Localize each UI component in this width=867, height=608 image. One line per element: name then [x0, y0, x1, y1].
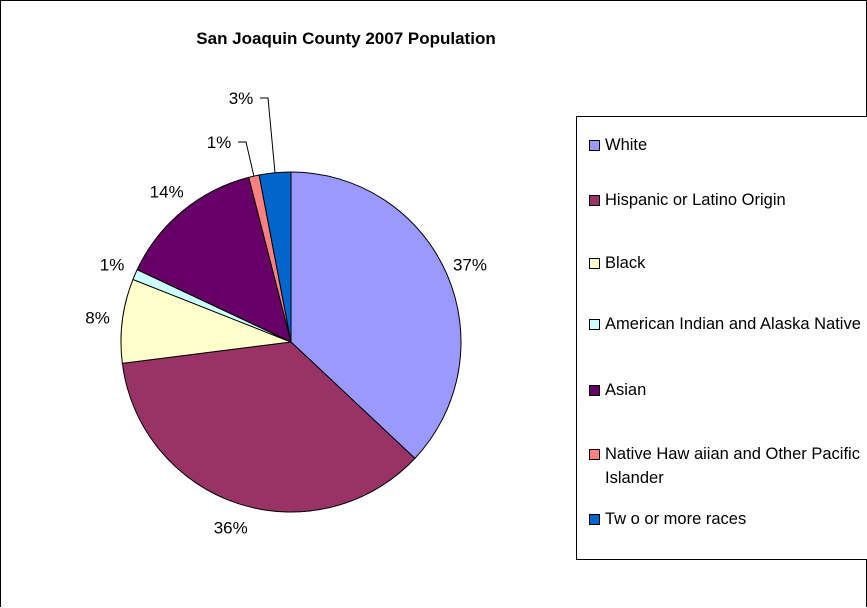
legend-item-white: White — [589, 133, 867, 157]
leader-line — [238, 141, 255, 177]
data-label: 8% — [85, 309, 110, 328]
legend-item-native-hawaiian: Native Haw aiian and Other Pacific Islan… — [589, 442, 867, 490]
data-label: 1% — [207, 133, 232, 152]
chart-title: San Joaquin County 2007 Population — [196, 29, 496, 48]
legend-swatch-native-hawaiian — [589, 449, 600, 460]
data-label: 37% — [453, 256, 487, 275]
legend-item-two-or-more: Tw o or more races — [589, 507, 867, 531]
data-label: 1% — [100, 256, 125, 275]
pie-slice — [290, 171, 462, 460]
legend-label: Native Haw aiian and Other Pacific Islan… — [605, 445, 860, 487]
pie-slice — [136, 176, 292, 343]
legend-label: American Indian and Alaska Native — [605, 315, 861, 333]
legend-label: White — [605, 136, 648, 154]
data-label: 3% — [229, 89, 254, 108]
legend-swatch-american-indian — [589, 319, 600, 330]
legend-item-asian: Asian — [589, 378, 867, 402]
pie-slice — [121, 341, 416, 513]
data-label: 36% — [214, 518, 248, 537]
legend-swatch-hispanic — [589, 195, 600, 206]
legend-item-black: Black — [589, 251, 867, 275]
legend: White Hispanic or Latino Origin Black Am… — [576, 116, 867, 560]
legend-item-american-indian: American Indian and Alaska Native — [589, 312, 867, 336]
data-label: 14% — [150, 183, 184, 202]
legend-swatch-two-or-more — [589, 514, 600, 525]
leader-line — [260, 97, 276, 173]
legend-swatch-black — [589, 258, 600, 269]
legend-label: Black — [605, 254, 646, 272]
legend-swatch-asian — [589, 385, 600, 396]
legend-label: Tw o or more races — [605, 510, 747, 528]
legend-label: Asian — [605, 381, 647, 399]
legend-swatch-white — [589, 140, 600, 151]
legend-label: Hispanic or Latino Origin — [605, 191, 786, 209]
legend-item-hispanic: Hispanic or Latino Origin — [589, 188, 867, 212]
